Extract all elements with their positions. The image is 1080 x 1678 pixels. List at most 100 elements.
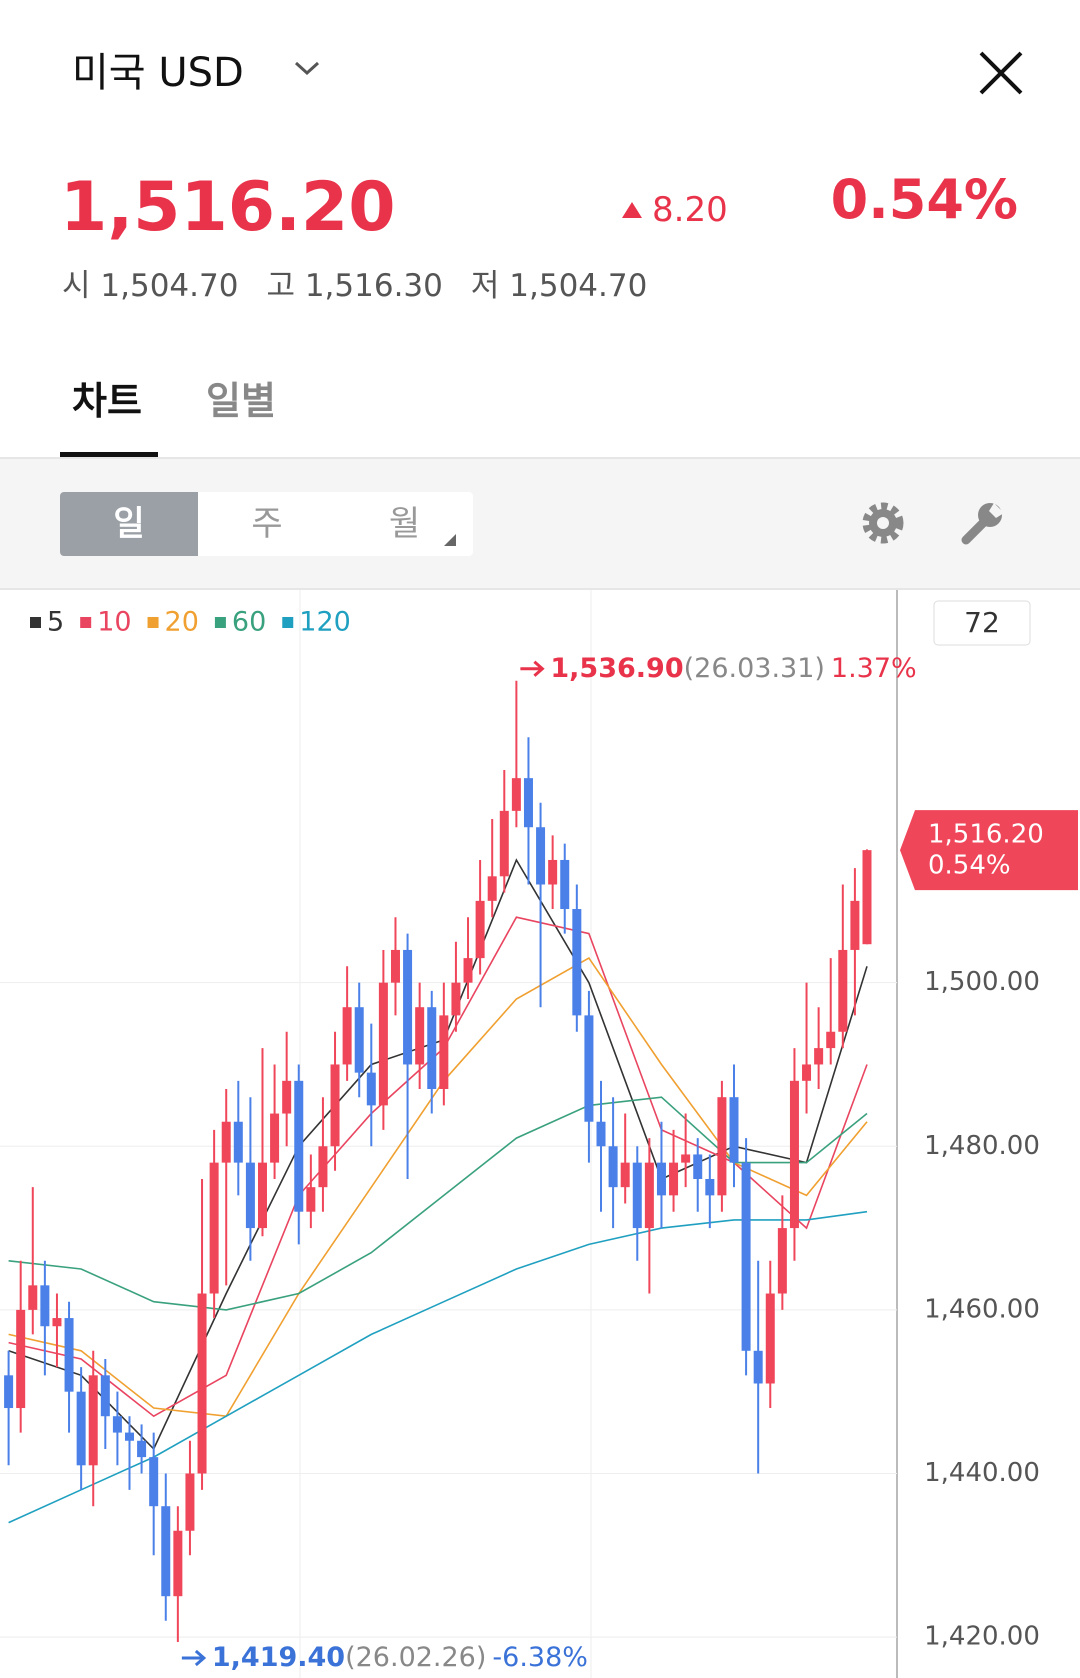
tab[interactable]: 일별	[206, 379, 276, 423]
candle-body	[173, 1530, 183, 1597]
annotation-date: (26.03.31)	[684, 652, 825, 683]
candle-body	[52, 1318, 62, 1327]
candle-body	[245, 1162, 255, 1229]
candle-body	[572, 909, 582, 1016]
candle-body	[427, 1007, 437, 1090]
candle-body	[536, 827, 546, 885]
legend-swatch	[147, 617, 159, 628]
candle-body	[789, 1080, 799, 1229]
y-tick-label: 1,460.00	[924, 1294, 1040, 1324]
candle-body	[270, 1113, 280, 1163]
candle-body	[415, 1007, 425, 1065]
y-tick-label: 1,500.00	[924, 967, 1040, 997]
annotation-change: 1.37%	[831, 652, 917, 683]
period[interactable]: 일	[60, 492, 198, 556]
corner-triangle	[444, 534, 456, 546]
candle-body	[137, 1440, 147, 1458]
candle-body	[826, 1031, 836, 1049]
y-tick-label: 1,420.00	[924, 1622, 1040, 1652]
candle-body	[318, 1146, 328, 1188]
candle-body	[862, 850, 872, 945]
title[interactable]: 미국 USD	[72, 50, 244, 96]
legend-label: 20	[165, 607, 199, 638]
badge-change: 0.54%	[928, 851, 1011, 881]
legend-swatch	[282, 617, 294, 628]
candle-body	[294, 1080, 304, 1212]
candle-body	[100, 1375, 110, 1417]
candle-body	[257, 1162, 267, 1229]
price: 1,516.20	[60, 168, 396, 247]
candle-body	[112, 1416, 122, 1433]
candle-body	[330, 1064, 340, 1147]
candle-body	[221, 1121, 231, 1163]
candle-body	[64, 1318, 74, 1392]
legend-swatch	[80, 617, 92, 628]
candle-body	[366, 1072, 376, 1106]
candle-body	[233, 1121, 243, 1163]
candle-body	[354, 1007, 364, 1073]
candle-body	[390, 949, 400, 983]
candle-body	[4, 1375, 14, 1409]
count-box[interactable]	[933, 600, 1031, 646]
candle-body	[753, 1350, 763, 1384]
candle-body	[584, 1015, 594, 1122]
candle-body	[656, 1162, 666, 1196]
candle-body	[814, 1048, 824, 1065]
annotation: 1,419.40(26.02.26) -6.38%	[212, 1642, 588, 1673]
candle-body	[681, 1154, 691, 1163]
candle-body	[125, 1432, 134, 1441]
candle-body	[596, 1121, 606, 1147]
dropdown-icon[interactable]	[292, 58, 322, 78]
candle-body	[499, 810, 509, 877]
candle-body	[717, 1097, 727, 1196]
candle-body	[608, 1146, 618, 1188]
candle-body	[378, 982, 388, 1106]
legend-label: 60	[232, 607, 266, 638]
value: 1,516.30	[304, 268, 443, 304]
legend-swatch	[30, 617, 41, 628]
candle-body	[644, 1162, 654, 1229]
y-tick-label: 1,480.00	[924, 1131, 1040, 1161]
tab[interactable]: 차트	[72, 379, 142, 423]
candle-body	[560, 859, 570, 910]
candle-body	[149, 1457, 159, 1507]
candle-body	[161, 1506, 171, 1597]
ohlc-item: 고 1,516.30	[266, 260, 442, 305]
annotation-arrow	[520, 660, 545, 677]
close-button[interactable]	[978, 50, 1024, 96]
candle-body	[40, 1285, 50, 1327]
ohlc: 시 1,504.70 고 1,516.30 저 1,504.70	[62, 260, 647, 305]
candle-body	[669, 1162, 679, 1196]
legend-label: 10	[97, 607, 131, 638]
candle-body	[463, 958, 473, 983]
candle-body	[487, 876, 497, 901]
change: 8.20	[652, 190, 728, 230]
candle-body	[850, 900, 860, 950]
settings-icon[interactable]	[858, 498, 908, 548]
label: 저	[470, 268, 500, 304]
candle-body	[620, 1162, 630, 1188]
ma-line	[8, 957, 868, 1418]
period[interactable]: 월	[388, 504, 421, 544]
ma-line	[8, 1210, 868, 1524]
candle-body	[209, 1162, 219, 1294]
candle-body	[76, 1391, 86, 1466]
candle-body	[282, 1080, 292, 1114]
period[interactable]: 주	[251, 504, 283, 544]
annotation-change: -6.38%	[492, 1642, 588, 1673]
candle-body	[16, 1309, 26, 1409]
legend-swatch	[214, 617, 226, 628]
candle-body	[693, 1154, 703, 1179]
change-pct: 0.54%	[830, 168, 1018, 231]
ma-line	[8, 916, 868, 1418]
candle-body	[306, 1187, 316, 1212]
candle-body	[802, 1064, 812, 1081]
candle-body	[88, 1375, 98, 1466]
period-selector: 일 주 월	[60, 492, 473, 556]
annotation: 1,536.90(26.03.31) 1.37%	[550, 652, 916, 683]
tools-icon[interactable]	[958, 498, 1008, 548]
price-badge	[900, 810, 1078, 891]
annotation-price: 1,536.90	[550, 652, 683, 683]
candle-body	[523, 778, 533, 828]
